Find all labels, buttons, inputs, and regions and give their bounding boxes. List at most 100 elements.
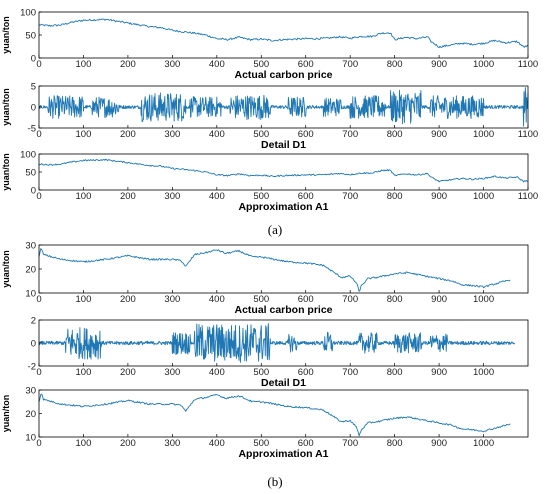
x-tick-label: 1100 <box>518 129 538 140</box>
x-tick-label: 1000 <box>473 191 494 202</box>
x-tick-label: 800 <box>387 59 403 70</box>
x-axis-label: Approximation A1 <box>238 448 328 460</box>
x-tick-label: 500 <box>253 438 269 449</box>
x-tick-label: 800 <box>387 294 403 305</box>
series-line <box>38 248 511 292</box>
x-tick-label: 600 <box>298 438 314 449</box>
x-tick-label: 700 <box>342 129 358 140</box>
x-tick-label: 100 <box>76 59 92 70</box>
x-tick-label: 400 <box>209 438 225 449</box>
y-tick-label: 20 <box>25 409 36 420</box>
y-tick-label: -2 <box>28 362 36 373</box>
axes-frame <box>38 11 529 59</box>
x-tick-label: 600 <box>298 294 314 305</box>
y-tick-label: 50 <box>25 31 36 42</box>
x-tick-label: 500 <box>253 294 269 305</box>
y-axis-label: yuan/ton <box>1 153 11 191</box>
x-tick-label: 300 <box>164 294 180 305</box>
y-tick-label: 100 <box>20 8 36 19</box>
y-tick-label: 30 <box>25 241 36 252</box>
x-tick-label: 1000 <box>473 294 494 305</box>
x-tick-label: 1000 <box>473 129 494 140</box>
x-axis-label: Detail D1 <box>261 377 306 389</box>
x-tick-label: 700 <box>342 438 358 449</box>
x-axis-label: Actual carbon price <box>234 304 332 316</box>
series-line <box>38 323 516 363</box>
series-line <box>38 87 529 127</box>
x-tick-label: 200 <box>120 129 136 140</box>
x-tick-label: 200 <box>120 191 136 202</box>
x-tick-label: 300 <box>164 367 180 378</box>
x-tick-label: 800 <box>387 367 403 378</box>
x-tick-label: 900 <box>431 129 447 140</box>
axes-frame <box>38 244 529 294</box>
panel-4: 0 100 200 300 400 500 600 700 800 900 1000 10 20 30 Ac… <box>1 241 529 316</box>
x-tick-label: 600 <box>298 129 314 140</box>
y-tick-label: 30 <box>25 386 36 397</box>
x-tick-label: 200 <box>120 367 136 378</box>
y-axis-label: yuan/ton <box>1 250 11 288</box>
y-tick-label: 0 <box>31 186 36 197</box>
x-axis-label: Approximation A1 <box>238 201 328 213</box>
x-tick-label: 0 <box>36 438 41 449</box>
series-line <box>38 393 511 437</box>
y-tick-label: -5 <box>28 124 36 135</box>
panel-1: 0 100 200 300 400 500 600 700 800 900 1000 1100 0 50 1… <box>1 8 538 82</box>
y-axis-label: yuan/ton <box>1 88 11 126</box>
y-tick-label: 100 <box>20 150 36 161</box>
x-tick-label: 300 <box>164 129 180 140</box>
x-axis-label: Actual carbon price <box>234 69 332 81</box>
panel-5: 0 100 200 300 400 500 600 700 800 900 1000-202Deta… <box>28 316 529 389</box>
x-tick-label: 700 <box>342 59 358 70</box>
series-line <box>38 18 529 49</box>
x-tick-label: 100 <box>76 367 92 378</box>
x-tick-label: 600 <box>298 59 314 70</box>
x-tick-label: 700 <box>342 191 358 202</box>
x-tick-label: 300 <box>164 59 180 70</box>
x-tick-label: 0 <box>36 294 41 305</box>
x-tick-label: 0 <box>36 129 41 140</box>
y-tick-label: 0 <box>31 54 36 65</box>
y-axis-label: yuan/ton <box>1 395 11 433</box>
panel-6: 0 100 200 300 400 500 600 700 800 900 1000 10 20 30 Ap… <box>1 386 529 460</box>
x-tick-label: 900 <box>431 191 447 202</box>
y-tick-label: 0 <box>31 339 36 350</box>
x-tick-label: 500 <box>253 129 269 140</box>
panel-3: 0 100 200 300 400 500 600 700 800 900 1000 1100 0 50 1… <box>1 150 538 214</box>
x-tick-label: 1000 <box>473 438 494 449</box>
x-tick-label: 500 <box>253 59 269 70</box>
axes-frame <box>38 153 529 191</box>
x-tick-label: 400 <box>209 294 225 305</box>
x-tick-label: 900 <box>431 367 447 378</box>
y-tick-label: 20 <box>25 265 36 276</box>
x-tick-label: 0 <box>36 367 41 378</box>
x-tick-label: 100 <box>76 191 92 202</box>
x-tick-label: 600 <box>298 191 314 202</box>
axes-frame <box>38 389 529 438</box>
x-tick-label: 800 <box>387 438 403 449</box>
x-tick-label: 900 <box>431 294 447 305</box>
x-tick-label: 200 <box>120 438 136 449</box>
y-tick-label: 0 <box>31 103 36 114</box>
y-tick-label: 2 <box>31 316 36 327</box>
x-tick-label: 800 <box>387 191 403 202</box>
x-tick-label: 700 <box>342 367 358 378</box>
x-tick-label: 300 <box>164 438 180 449</box>
x-tick-label: 900 <box>431 438 447 449</box>
y-tick-label: 10 <box>25 289 36 300</box>
series-line <box>38 158 528 183</box>
caption-a: (a) <box>268 222 282 237</box>
x-tick-label: 1000 <box>473 59 494 70</box>
x-tick-label: 600 <box>298 367 314 378</box>
x-tick-label: 200 <box>120 294 136 305</box>
x-axis-label: Detail D1 <box>261 139 306 151</box>
x-tick-label: 1100 <box>518 59 538 70</box>
x-tick-label: 0 <box>36 59 41 70</box>
y-tick-label: 5 <box>31 82 36 93</box>
x-tick-label: 200 <box>120 59 136 70</box>
y-axis-label: yuan/ton <box>1 16 11 54</box>
x-tick-label: 100 <box>76 438 92 449</box>
x-tick-label: 500 <box>253 367 269 378</box>
x-tick-label: 0 <box>36 191 41 202</box>
